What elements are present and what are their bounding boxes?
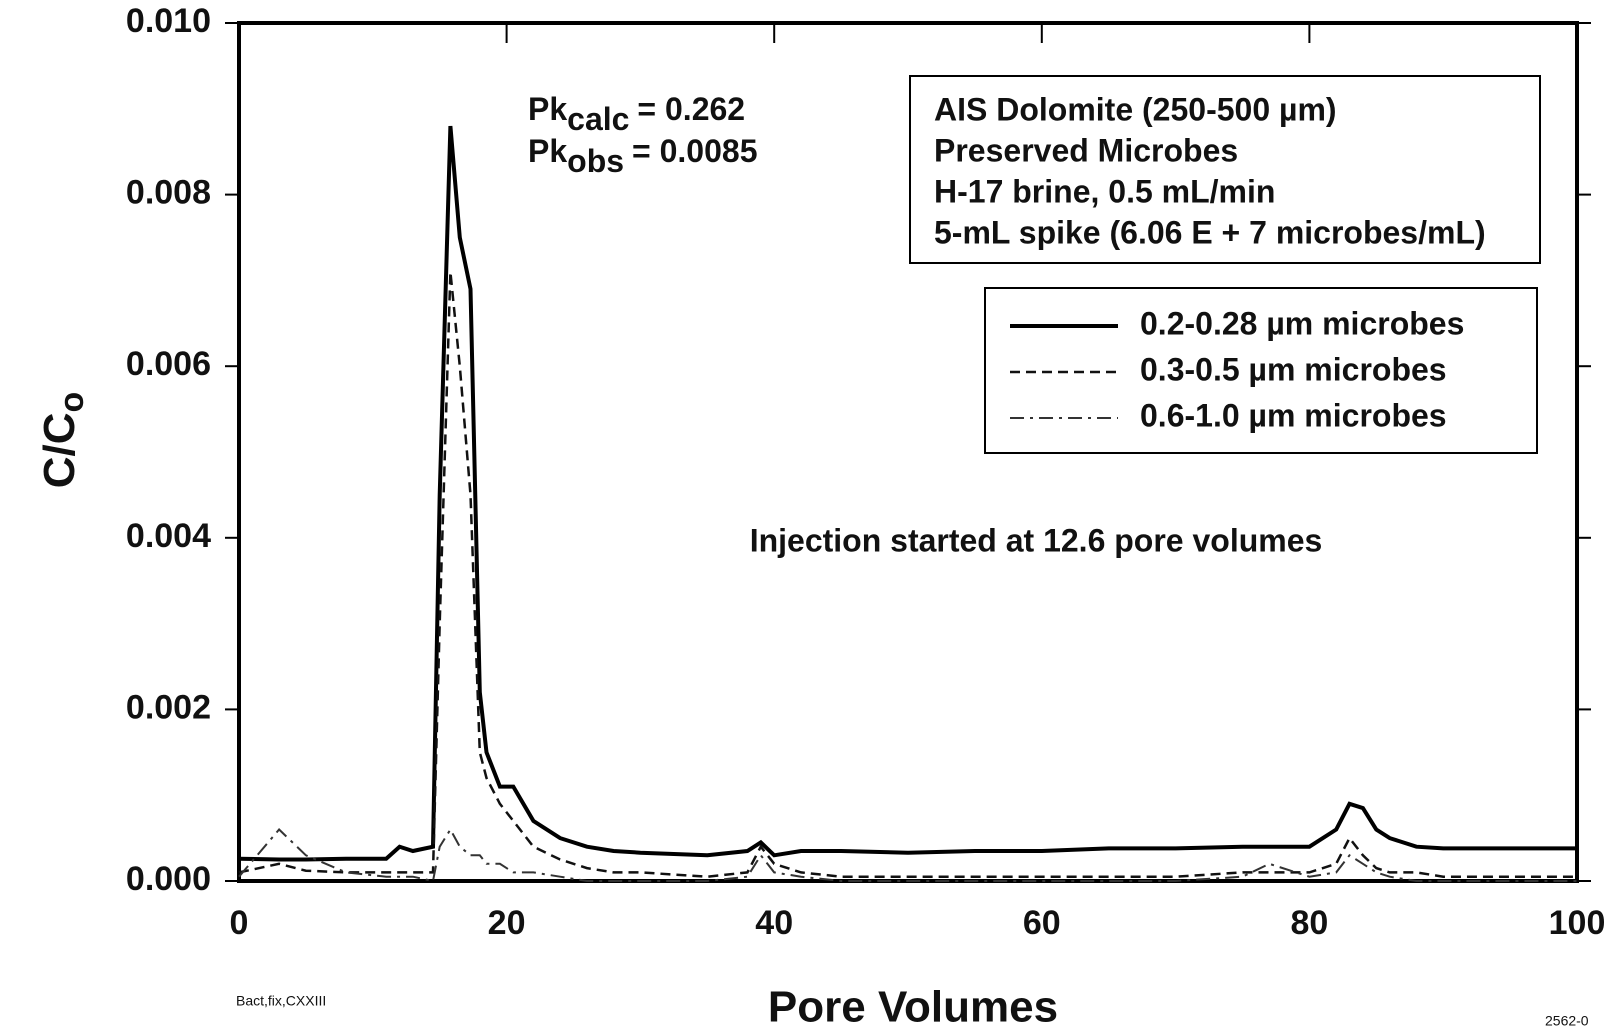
file-id: Bact,fix,CXXIII (236, 993, 326, 1009)
y-tick-label: 0.002 (126, 688, 211, 726)
y-axis-label: C/Co (35, 392, 91, 489)
x-tick-label: 100 (1549, 904, 1606, 942)
pk-sub: calc (567, 101, 629, 137)
x-tick-label: 80 (1290, 904, 1328, 942)
pk-sub: obs (567, 143, 624, 179)
y-tick-label: 0.006 (126, 345, 211, 383)
x-tick-label: 20 (488, 904, 526, 942)
legend-label: 0.6-1.0 µm microbes (1140, 397, 1447, 433)
x-tick-label: 0 (230, 904, 249, 942)
y-tick-label: 0.004 (126, 517, 211, 555)
pk-main: Pk (528, 133, 567, 169)
series-line (238, 827, 1577, 883)
pk-calc: Pkcalc = 0.262 (528, 91, 745, 137)
info-line: 5-mL spike (6.06 E + 7 microbes/mL) (934, 214, 1486, 250)
info-line: H-17 brine, 0.5 mL/min (934, 173, 1275, 209)
legend-label: 0.2-0.28 µm microbes (1140, 305, 1464, 341)
x-axis-label: Pore Volumes (768, 983, 1058, 1032)
y-tick-label: 0.008 (126, 174, 211, 212)
x-tick-label: 40 (755, 904, 793, 942)
pk-main: Pk (528, 91, 567, 127)
pk-obs: Pkobs = 0.0085 (528, 133, 757, 179)
injection-note: Injection started at 12.6 pore volumes (750, 522, 1323, 558)
pk-value: = 0.262 (637, 91, 745, 127)
info-line: Preserved Microbes (934, 132, 1238, 168)
y-label-main: C/C (35, 413, 84, 489)
y-label-sub: o (53, 392, 91, 413)
legend-box (984, 287, 1538, 454)
series-line (238, 271, 1577, 878)
legend-label: 0.3-0.5 µm microbes (1140, 351, 1447, 387)
info-line: AIS Dolomite (250-500 µm) (934, 91, 1337, 127)
info-box (909, 75, 1541, 264)
figure-id: 2562-0 (1545, 1013, 1589, 1029)
y-tick-label: 0.000 (126, 860, 211, 898)
x-tick-label: 60 (1023, 904, 1061, 942)
y-tick-label: 0.010 (126, 2, 211, 40)
pk-value: = 0.0085 (632, 133, 757, 169)
